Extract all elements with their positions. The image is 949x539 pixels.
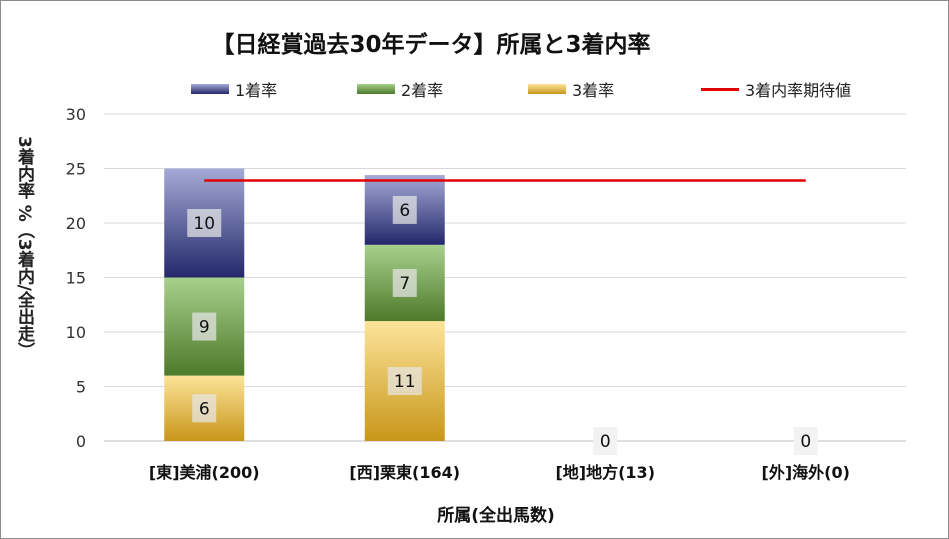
data-label-background [593, 427, 618, 455]
data-label-background [392, 268, 417, 297]
data-label: 0 [600, 432, 611, 452]
legend-label-3rd: 3着率 [572, 81, 615, 100]
data-label-background [392, 195, 417, 224]
legend-item-3rd: 3着率 [528, 77, 614, 101]
x-category-label: [東]美浦(200) [149, 463, 260, 482]
legend-swatch-3rd [528, 84, 566, 94]
legend-item-1st: 1着率 [191, 77, 277, 101]
y-tick-label: 15 [66, 269, 86, 288]
legend-line-expected [701, 87, 739, 91]
x-category-label: [地]地方(13) [555, 463, 655, 482]
legend-label-1st: 1着率 [235, 81, 278, 100]
y-tick-label: 10 [66, 323, 86, 342]
data-label-background [192, 312, 217, 341]
data-label: 6 [199, 399, 210, 419]
data-label: 7 [399, 274, 410, 294]
legend-swatch-1st [191, 84, 229, 94]
data-label: 9 [199, 318, 210, 338]
data-label: 11 [394, 372, 416, 392]
y-tick-label: 30 [66, 105, 86, 124]
chart-title: 【日経賞過去30年データ】所属と3着内率 [211, 32, 651, 58]
y-axis-title: 3着内率 %（3着内/全出走） [14, 136, 34, 359]
x-category-label: [西]栗東(164) [349, 463, 460, 482]
data-label: 6 [399, 201, 410, 221]
data-label-background [187, 209, 222, 237]
data-label-background [192, 394, 217, 423]
data-label-background [387, 367, 422, 396]
legend-label-expected: 3着内率期待値 [745, 81, 852, 100]
y-tick-label: 20 [66, 214, 86, 233]
legend-item-expected: 3着内率期待値 [701, 77, 851, 101]
legend-item-2nd: 2着率 [357, 77, 443, 101]
x-axis-title: 所属(全出馬数) [437, 506, 555, 526]
x-category-label: [外]海外(0) [762, 463, 850, 482]
data-label-background [793, 427, 818, 455]
y-tick-label: 5 [76, 378, 86, 397]
legend-label-2nd: 2着率 [401, 81, 444, 100]
y-tick-label: 0 [76, 432, 86, 451]
data-label: 10 [193, 214, 215, 234]
y-tick-label: 25 [66, 160, 86, 179]
legend-swatch-2nd [357, 84, 395, 94]
data-label: 0 [800, 432, 811, 452]
